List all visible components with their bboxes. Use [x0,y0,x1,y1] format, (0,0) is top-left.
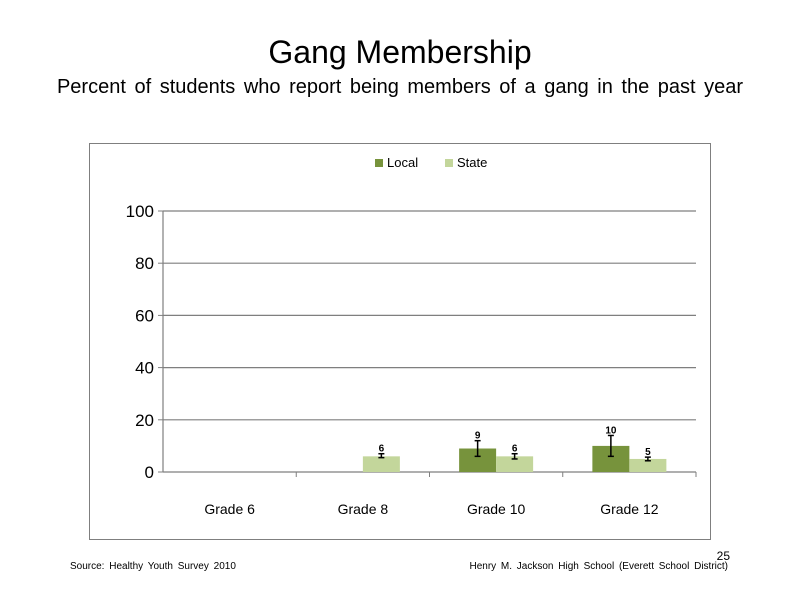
slide-title: Gang Membership [268,34,532,70]
y-tick-label: 20 [135,411,154,430]
bars [362,445,667,472]
data-label: 9 [475,431,481,442]
data-label: 6 [512,444,518,455]
page-number: 25 [716,549,730,563]
gridlines [163,210,696,421]
x-tick-label: Grade 6 [204,501,255,517]
x-tick-label: Grade 8 [338,501,389,517]
bar-local [459,448,497,472]
data-labels: 6 9 6 10 5 [379,425,652,458]
credit-note: Henry M. Jackson High School (Everett Sc… [469,561,728,572]
x-tick-label: Grade 12 [600,501,659,517]
legend-swatch-local [375,159,383,167]
bar-state [629,458,667,472]
y-tick-label: 0 [145,463,154,482]
chart-frame: 0 20 40 60 80 100 Grade 6 Grade 8 Grade 10 Grade … [89,143,711,540]
bar-chart: 0 20 40 60 80 100 Grade 6 Grade 8 Grade 10 Grade … [126,155,697,517]
slide-subtitle: Percent of students who report being mem… [56,76,744,98]
source-note: Source: Healthy Youth Survey 2010 [70,561,236,572]
bar-state [496,456,534,472]
legend: Local State [375,155,487,170]
y-tick-label: 40 [135,359,154,378]
y-tick-label: 60 [135,306,154,325]
data-label: 5 [645,447,651,458]
legend-label: Local [387,155,418,170]
y-tick-label: 80 [135,254,154,273]
error-bars [378,434,651,462]
data-label: 6 [379,444,385,455]
legend-label: State [457,155,487,170]
data-label: 10 [605,425,617,436]
bar-state [362,456,400,472]
legend-swatch-state [445,159,453,167]
x-tick-label: Grade 10 [467,501,526,517]
y-tick-label: 100 [126,202,154,221]
